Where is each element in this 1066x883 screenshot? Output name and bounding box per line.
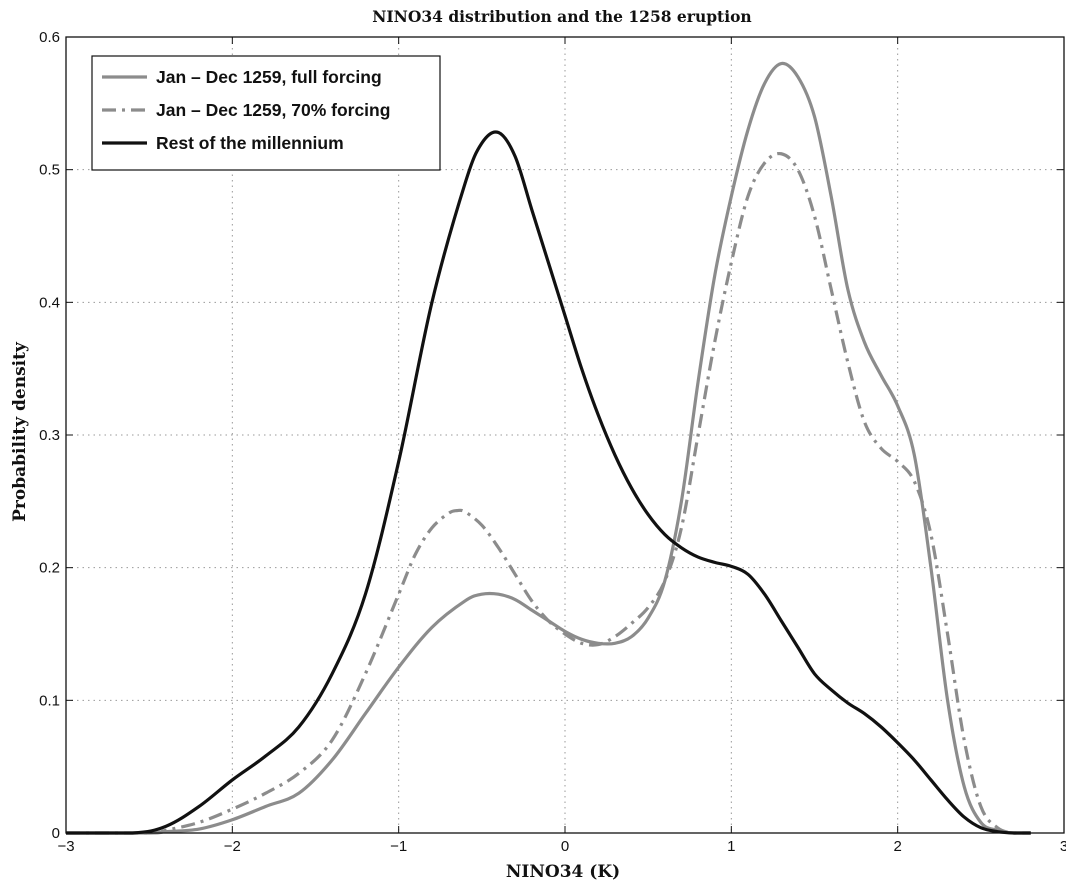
axis-ticks: −3 −2 −1 0 1 2 3 0 0.1 0.2 0.3 0.4 0.5 0.6 bbox=[39, 29, 1066, 855]
chart-title: NINO34 distribution and the 1258 eruptio… bbox=[372, 7, 751, 26]
y-tick-label: 0.6 bbox=[39, 29, 60, 46]
legend-label: Jan – Dec 1259, 70% forcing bbox=[156, 100, 390, 120]
x-tick-label: 3 bbox=[1060, 838, 1066, 855]
y-tick-label: 0.1 bbox=[39, 692, 60, 709]
y-tick-label: 0.2 bbox=[39, 560, 60, 577]
legend-box bbox=[91, 55, 441, 171]
y-tick-label: 0 bbox=[52, 825, 60, 842]
y-tick-label: 0.5 bbox=[39, 162, 60, 179]
y-tick-label: 0.4 bbox=[39, 294, 60, 311]
series-line-jan-dec-1259-full-forcing bbox=[65, 61, 1031, 835]
series-layer bbox=[65, 61, 1031, 835]
x-tick-label: 1 bbox=[727, 838, 735, 855]
x-tick-label: −1 bbox=[390, 838, 407, 855]
y-axis-label: Probability density bbox=[10, 341, 30, 522]
legend-label: Jan – Dec 1259, full forcing bbox=[156, 67, 382, 87]
x-tick-label: −3 bbox=[57, 838, 74, 855]
x-tick-label: 0 bbox=[561, 838, 569, 855]
x-tick-label: −2 bbox=[224, 838, 241, 855]
series-line-jan-dec-1259-70-forcing bbox=[65, 151, 1031, 835]
y-tick-label: 0.3 bbox=[39, 427, 60, 444]
x-axis-label: NINO34 (K) bbox=[506, 862, 620, 882]
x-tick-label: 2 bbox=[893, 838, 901, 855]
legend-label: Rest of the millennium bbox=[156, 133, 344, 153]
series-line-rest-of-the-millennium bbox=[65, 130, 1031, 835]
legend: Jan – Dec 1259, full forcing Jan – Dec 12… bbox=[91, 55, 441, 171]
